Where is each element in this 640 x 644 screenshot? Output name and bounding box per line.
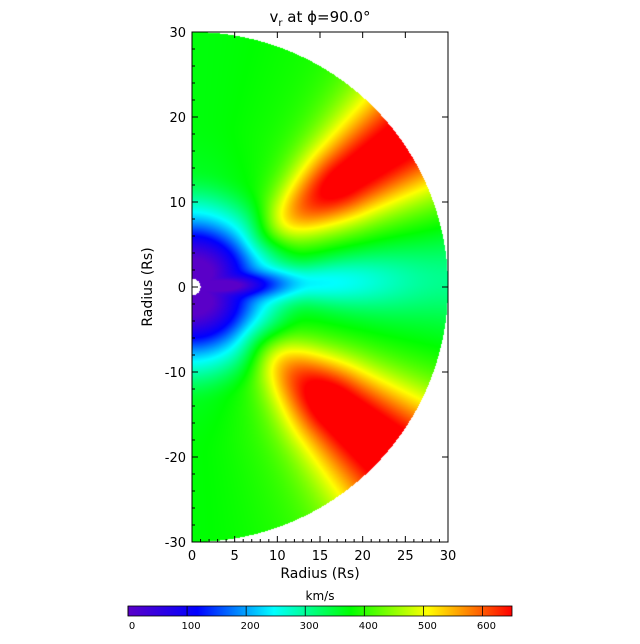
colorbar-ticks: 0 100 200 300 400 500 600 [127,606,496,632]
colorbar-gradient [127,605,513,617]
x-tick-label: 10 [269,549,286,564]
x-tick-label: 20 [354,549,371,564]
y-axis: -30 -20 -10 0 10 20 30 [165,26,448,551]
colorbar-label: km/s [306,589,335,603]
y-tick-label: -30 [165,536,186,551]
y-tick-label: 30 [169,26,186,41]
chart-title-suffix: at ϕ=90.0° [283,8,371,26]
heatmap-layer [192,32,448,542]
colorbar-tick-label: 600 [477,621,496,632]
chart-title-subscript: r [278,18,283,29]
x-axis-label: Radius (Rs) [280,566,359,582]
chart-title: vr at ϕ=90.0° [270,8,371,29]
x-axis: 0 5 10 15 20 25 30 [188,32,456,564]
colorbar-tick-label: 0 [129,621,135,632]
x-tick-label: 25 [397,549,414,564]
y-tick-label: 10 [169,196,186,211]
x-tick-label: 15 [312,549,329,564]
colorbar-tick-label: 400 [359,621,378,632]
colorbar: km/s 0 100 200 300 400 500 600 [127,589,513,632]
velocity-heatmap [192,32,448,542]
y-tick-label: 0 [178,281,186,296]
y-axis-label: Radius (Rs) [140,247,156,326]
y-tick-label: -10 [165,366,186,381]
y-tick-label: -20 [165,451,186,466]
colorbar-tick-label: 200 [241,621,260,632]
colorbar-tick-label: 500 [418,621,437,632]
colorbar-tick-label: 300 [300,621,319,632]
x-tick-label: 30 [440,549,457,564]
colorbar-tick-label: 100 [182,621,201,632]
x-tick-label: 5 [231,549,239,564]
y-tick-label: 20 [169,111,186,126]
x-tick-label: 0 [188,549,196,564]
